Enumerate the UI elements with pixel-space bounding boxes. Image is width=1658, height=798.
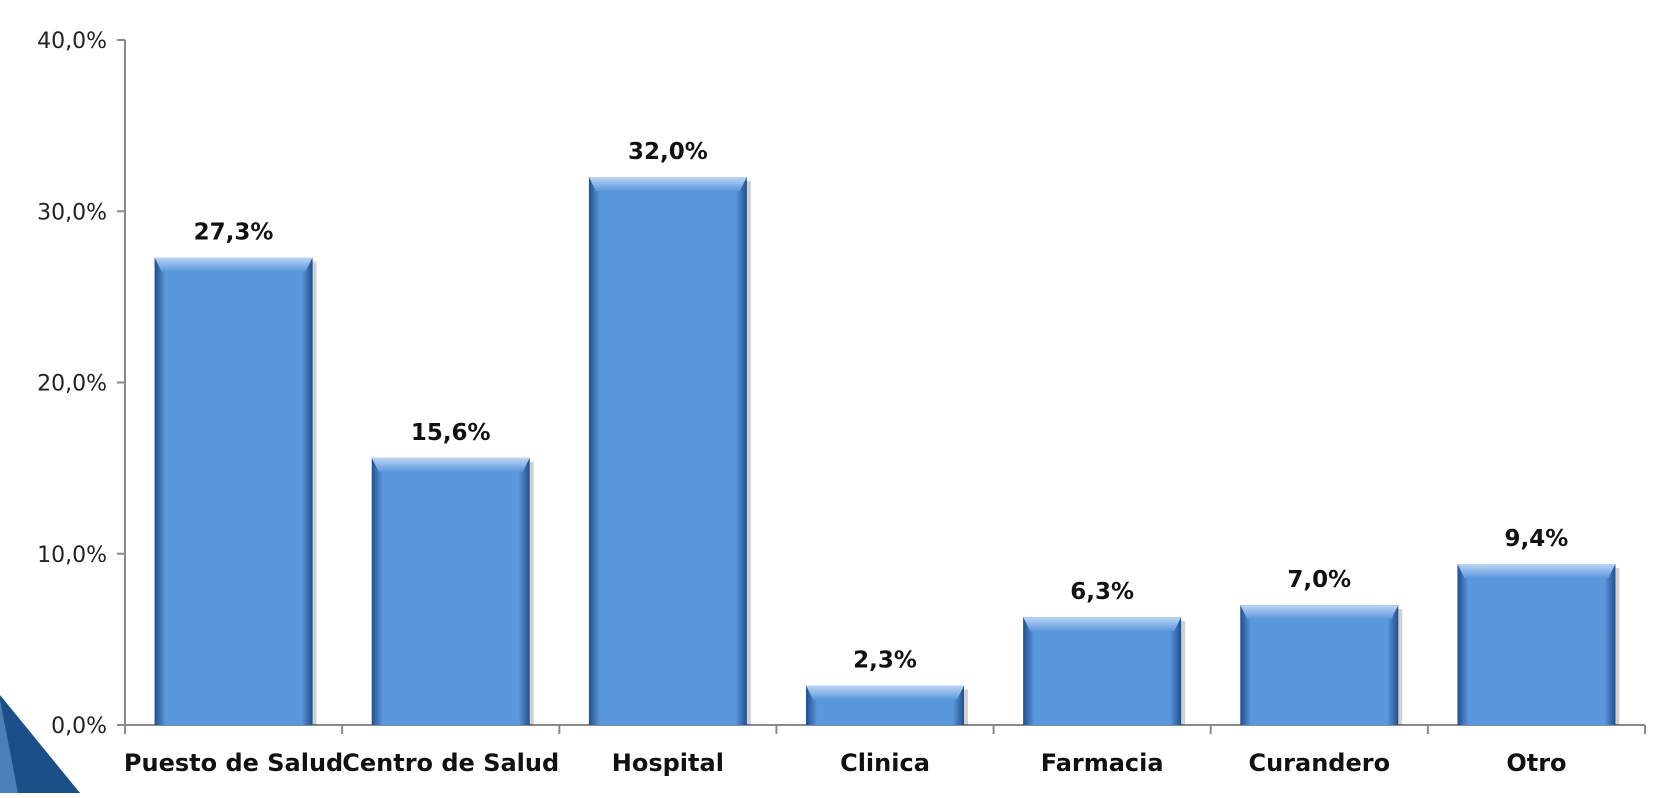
y-tick-label: 30,0% (37, 200, 107, 225)
bar-cap (371, 457, 530, 472)
data-label: 2,3% (853, 648, 917, 674)
x-tick-label: Farmacia (1041, 749, 1164, 777)
y-tick-label: 0,0% (51, 714, 107, 739)
x-tick-label: Clinica (840, 749, 930, 777)
y-tick-label: 10,0% (37, 543, 107, 568)
x-tick-label: Otro (1506, 749, 1566, 777)
bar-cap (806, 685, 964, 700)
bar-cap (1023, 617, 1182, 632)
bar (588, 177, 747, 725)
bar (1023, 617, 1182, 725)
corner-accent-shape (0, 695, 80, 793)
x-axis: Puesto de Salud Centro de Salud Hospital Cl… (124, 724, 1646, 777)
x-tick-label: Hospital (612, 749, 724, 777)
bar (154, 257, 313, 725)
bar-cap (1240, 605, 1399, 620)
bar (1240, 605, 1399, 725)
bar-group: 7,0% (1240, 567, 1403, 725)
bar-cap (154, 257, 313, 272)
bar-cap (588, 177, 747, 191)
data-label: 32,0% (628, 139, 708, 165)
bar-cap (1457, 564, 1616, 579)
y-tick-label: 20,0% (37, 372, 107, 397)
x-tick-label: Centro de Salud (342, 749, 559, 777)
bar-series: 27,3% 15,6% 32,0% 2,3% 6,3% 7,0% 9,4% (154, 139, 1620, 725)
y-tick-label: 40,0% (37, 29, 107, 54)
data-label: 7,0% (1287, 567, 1351, 593)
bar-group: 6,3% (1023, 579, 1186, 725)
bar (1457, 564, 1616, 725)
bar-group: 32,0% (588, 139, 751, 725)
bar-group: 15,6% (371, 420, 534, 725)
x-tick-label: Puesto de Salud (124, 749, 343, 777)
data-label: 27,3% (194, 219, 274, 245)
data-label: 9,4% (1505, 526, 1569, 552)
bar-group: 9,4% (1457, 526, 1620, 725)
bar (371, 457, 530, 725)
data-label: 15,6% (411, 420, 491, 446)
bar-group: 2,3% (806, 648, 968, 725)
data-label: 6,3% (1070, 579, 1134, 605)
x-tick-label: Curandero (1248, 749, 1390, 777)
y-axis: 0,0% 10,0% 20,0% 30,0% 40,0% (37, 29, 126, 739)
bar-group: 27,3% (154, 219, 317, 725)
corner-accent-highlight (0, 700, 18, 793)
